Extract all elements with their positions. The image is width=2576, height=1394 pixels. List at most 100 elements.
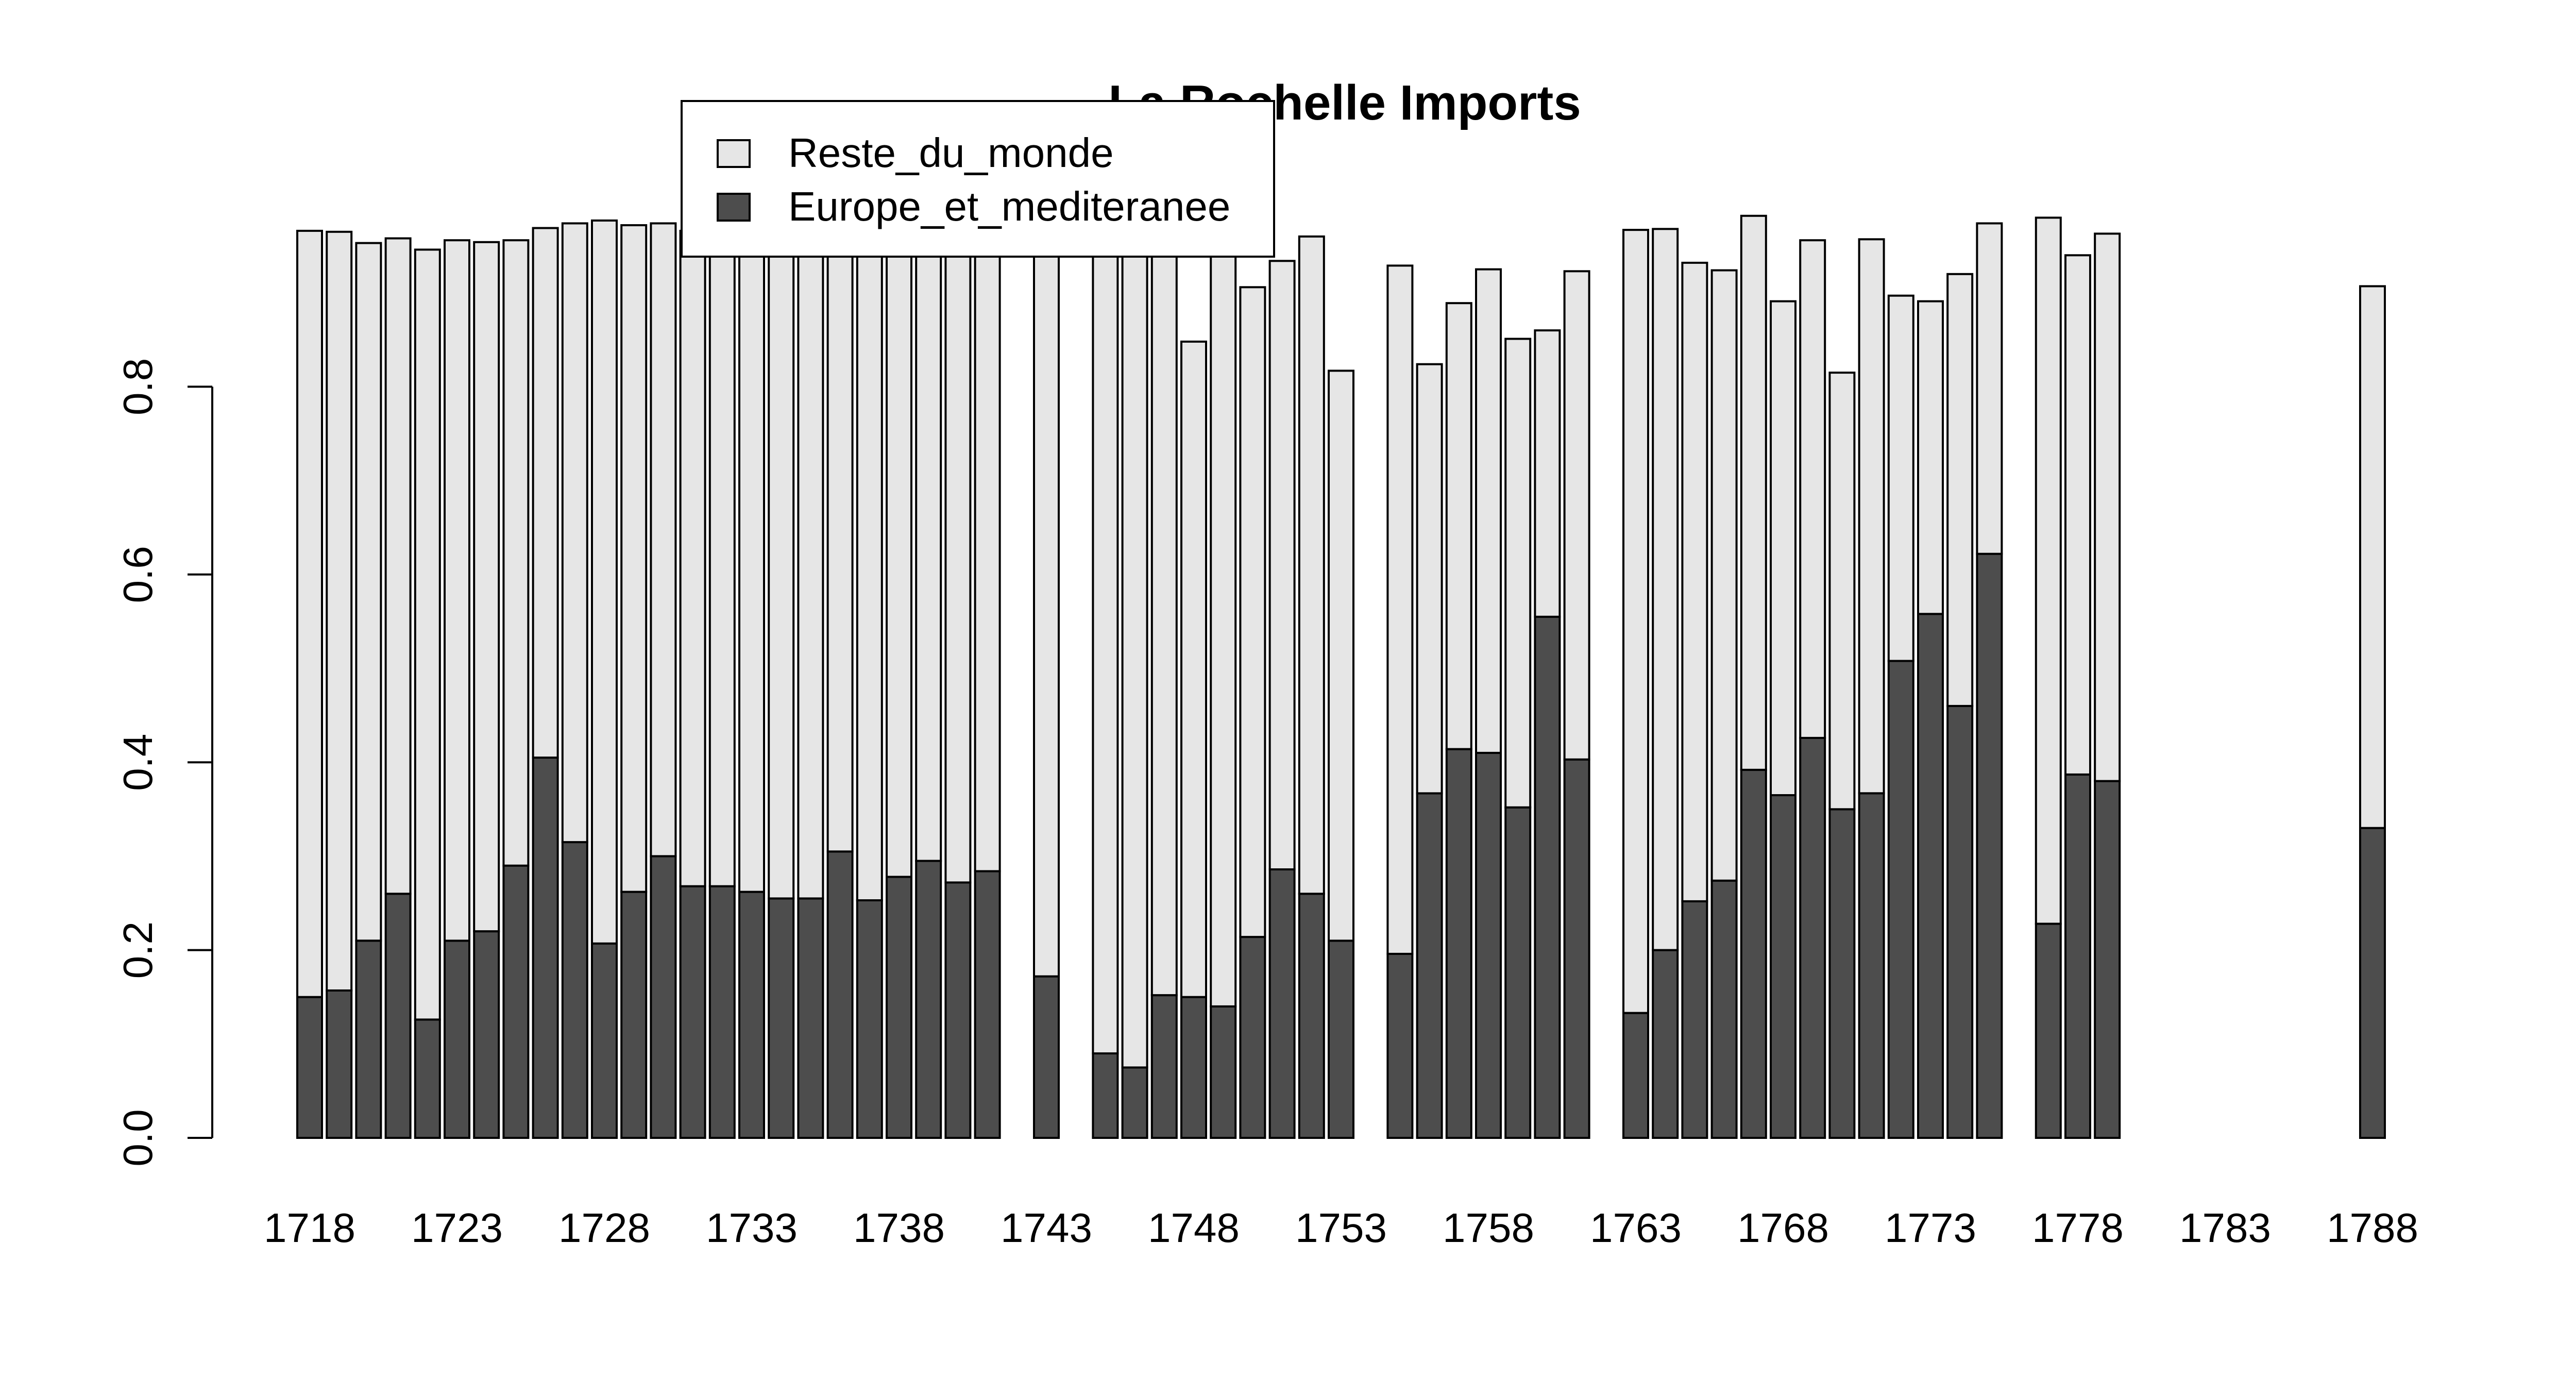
bar-europe-1755 bbox=[1386, 952, 1414, 1139]
bar-europe-1745 bbox=[1092, 1052, 1119, 1139]
bar-reste-1779 bbox=[2094, 232, 2121, 782]
bar-europe-1737 bbox=[856, 899, 883, 1139]
bar-reste-1774 bbox=[1946, 273, 1974, 707]
bar-europe-1743 bbox=[1033, 975, 1060, 1139]
bar-europe-1721 bbox=[384, 893, 412, 1139]
bar-europe-1722 bbox=[414, 1018, 441, 1139]
bar-reste-1769 bbox=[1799, 239, 1826, 739]
x-tick-label: 1773 bbox=[1885, 1205, 1976, 1251]
bar-reste-1768 bbox=[1770, 300, 1797, 796]
bar-reste-1773 bbox=[1917, 300, 1944, 615]
bar-reste-1748 bbox=[1180, 340, 1207, 998]
legend: Reste_du_monde Europe_et_mediteranee bbox=[681, 100, 1275, 258]
bar-reste-1747 bbox=[1150, 240, 1178, 997]
bar-europe-1730 bbox=[650, 855, 677, 1139]
bar-reste-1728 bbox=[591, 219, 618, 945]
bar-reste-1719 bbox=[326, 230, 353, 992]
bar-europe-1728 bbox=[591, 942, 618, 1139]
bar-europe-1764 bbox=[1652, 949, 1679, 1139]
bar-reste-1745 bbox=[1092, 239, 1119, 1055]
bars-layer bbox=[296, 214, 2386, 1139]
bar-reste-1722 bbox=[414, 248, 441, 1021]
bar-europe-1734 bbox=[768, 897, 795, 1139]
x-tick-label: 1753 bbox=[1295, 1205, 1387, 1251]
bar-europe-1771 bbox=[1858, 792, 1885, 1139]
y-tick-label: 0.8 bbox=[115, 358, 161, 415]
bar-europe-1724 bbox=[473, 930, 500, 1139]
bar-reste-1755 bbox=[1386, 264, 1414, 955]
bar-europe-1731 bbox=[679, 885, 706, 1139]
legend-swatch-europe-et-mediteranee bbox=[717, 193, 751, 222]
bar-reste-1770 bbox=[1828, 372, 1856, 811]
bar-reste-1736 bbox=[826, 227, 854, 853]
bar-reste-1721 bbox=[384, 237, 412, 895]
bar-europe-1749 bbox=[1210, 1005, 1237, 1139]
bar-europe-1746 bbox=[1121, 1066, 1148, 1139]
bar-europe-1725 bbox=[502, 864, 530, 1139]
bar-europe-1769 bbox=[1799, 736, 1826, 1139]
bar-europe-1772 bbox=[1887, 660, 1914, 1139]
x-tick-label: 1718 bbox=[264, 1205, 355, 1251]
bar-reste-1737 bbox=[856, 229, 883, 902]
bar-reste-1738 bbox=[886, 224, 912, 878]
bar-reste-1732 bbox=[708, 224, 736, 887]
bar-europe-1759 bbox=[1504, 806, 1532, 1139]
legend-label-europe-et-mediteranee: Europe_et_mediteranee bbox=[788, 183, 1230, 229]
bar-europe-1766 bbox=[1710, 879, 1738, 1139]
x-tick-labels: 1718 1723 1728 1733 1738 1743 1748 1753 1758 1763… bbox=[264, 1205, 2418, 1251]
legend-swatch-reste-du-monde bbox=[717, 139, 751, 168]
bar-reste-1775 bbox=[1976, 222, 2003, 555]
bar-europe-1779 bbox=[2094, 780, 2121, 1139]
bar-reste-1750 bbox=[1239, 286, 1266, 938]
bar-reste-1772 bbox=[1887, 294, 1914, 662]
bar-europe-1750 bbox=[1239, 936, 1266, 1139]
bar-reste-1753 bbox=[1328, 370, 1354, 942]
bar-europe-1740 bbox=[944, 881, 972, 1139]
y-axis: 0.0 0.2 0.4 0.6 0.8 bbox=[115, 358, 213, 1167]
x-tick-label: 1783 bbox=[2179, 1205, 2271, 1251]
bar-europe-1760 bbox=[1534, 615, 1561, 1139]
bar-europe-1761 bbox=[1563, 758, 1590, 1139]
bar-reste-1727 bbox=[561, 222, 588, 844]
bar-europe-1729 bbox=[620, 891, 648, 1139]
legend-label-reste-du-monde: Reste_du_monde bbox=[788, 130, 1114, 176]
y-tick-label: 0.2 bbox=[115, 921, 161, 979]
bar-europe-1727 bbox=[561, 841, 588, 1139]
bar-reste-1730 bbox=[650, 222, 677, 858]
bar-europe-1767 bbox=[1740, 768, 1767, 1139]
bar-europe-1765 bbox=[1681, 900, 1708, 1139]
bar-reste-1766 bbox=[1710, 269, 1738, 882]
bar-europe-1757 bbox=[1445, 748, 1472, 1139]
bar-europe-1739 bbox=[915, 860, 942, 1139]
bar-reste-1767 bbox=[1740, 214, 1767, 771]
bar-reste-1724 bbox=[473, 241, 500, 933]
y-tick-label: 0.4 bbox=[115, 734, 161, 791]
bar-europe-1774 bbox=[1946, 704, 1974, 1139]
bar-europe-1763 bbox=[1622, 1012, 1649, 1139]
bar-reste-1723 bbox=[444, 239, 470, 942]
bar-europe-1726 bbox=[532, 757, 559, 1139]
bar-reste-1726 bbox=[532, 227, 559, 759]
bar-europe-1756 bbox=[1416, 792, 1443, 1139]
bar-reste-1765 bbox=[1681, 261, 1708, 902]
bar-reste-1764 bbox=[1652, 228, 1679, 951]
bar-reste-1761 bbox=[1563, 270, 1590, 761]
bar-reste-1740 bbox=[944, 224, 972, 884]
bar-europe-1748 bbox=[1180, 996, 1207, 1139]
bar-europe-1720 bbox=[355, 939, 382, 1139]
x-tick-label: 1738 bbox=[853, 1205, 945, 1251]
x-tick-label: 1733 bbox=[706, 1205, 798, 1251]
bar-reste-1743 bbox=[1033, 231, 1060, 978]
bar-europe-1777 bbox=[2035, 922, 2062, 1139]
bar-europe-1758 bbox=[1475, 752, 1502, 1139]
bar-reste-1751 bbox=[1268, 260, 1296, 870]
bar-europe-1770 bbox=[1828, 808, 1856, 1139]
bar-reste-1749 bbox=[1210, 241, 1237, 1007]
bar-reste-1760 bbox=[1534, 329, 1561, 618]
x-tick-label: 1763 bbox=[1590, 1205, 1682, 1251]
bar-reste-1759 bbox=[1504, 338, 1532, 809]
bar-reste-1746 bbox=[1121, 240, 1148, 1069]
y-tick-label: 0.6 bbox=[115, 546, 161, 603]
bar-europe-1788 bbox=[2359, 827, 2386, 1139]
